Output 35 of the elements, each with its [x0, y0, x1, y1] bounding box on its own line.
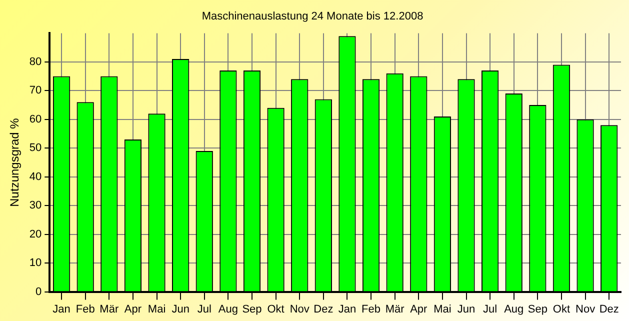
- y-axis-title: Nutzungsgrad %: [8, 118, 22, 207]
- x-tick-label: Okt: [267, 303, 284, 316]
- x-tick-label: Aug: [504, 303, 524, 316]
- x-tick-label: Mai: [434, 303, 452, 316]
- x-tick-label: Dez: [314, 303, 334, 316]
- x-tick-label: Dez: [599, 303, 619, 316]
- x-tick-label: Jul: [483, 303, 498, 316]
- x-tick-label: Jun: [457, 303, 476, 316]
- x-tick-label: Feb: [362, 303, 381, 316]
- chart-title: Maschinenauslastung 24 Monate bis 12.2008: [202, 10, 424, 23]
- y-tick-label: 20: [29, 228, 42, 240]
- x-tick-label: Jul: [197, 303, 212, 316]
- x-tick-label: Jun: [172, 303, 190, 316]
- x-tick-label: Nov: [290, 303, 310, 316]
- x-tick-label: Mai: [148, 303, 166, 316]
- x-tick-label: Feb: [76, 303, 95, 316]
- x-tick-label: Jan: [52, 303, 70, 316]
- x-tick-label: Okt: [552, 303, 570, 316]
- y-tick-label: 70: [29, 84, 42, 97]
- y-tick-label: 60: [29, 113, 42, 126]
- y-tick-label: 30: [29, 200, 42, 212]
- x-tick-label: Jan: [338, 303, 356, 316]
- x-tick-label: Apr: [124, 303, 142, 316]
- x-tick-label: Sep: [242, 303, 262, 316]
- y-tick-label: 50: [29, 142, 42, 154]
- x-tick-label: Sep: [528, 303, 548, 316]
- x-tick-label: Apr: [410, 303, 428, 316]
- x-tick-label: Nov: [576, 303, 596, 316]
- y-tick-label: 40: [29, 170, 42, 183]
- y-tick-label: 0: [36, 286, 42, 298]
- y-tick-label: 80: [29, 56, 42, 68]
- x-tick-label: Aug: [218, 303, 238, 316]
- x-tick-label: Mär: [100, 303, 119, 316]
- x-tick-label: Mär: [385, 303, 405, 316]
- y-tick-label: 10: [29, 257, 42, 270]
